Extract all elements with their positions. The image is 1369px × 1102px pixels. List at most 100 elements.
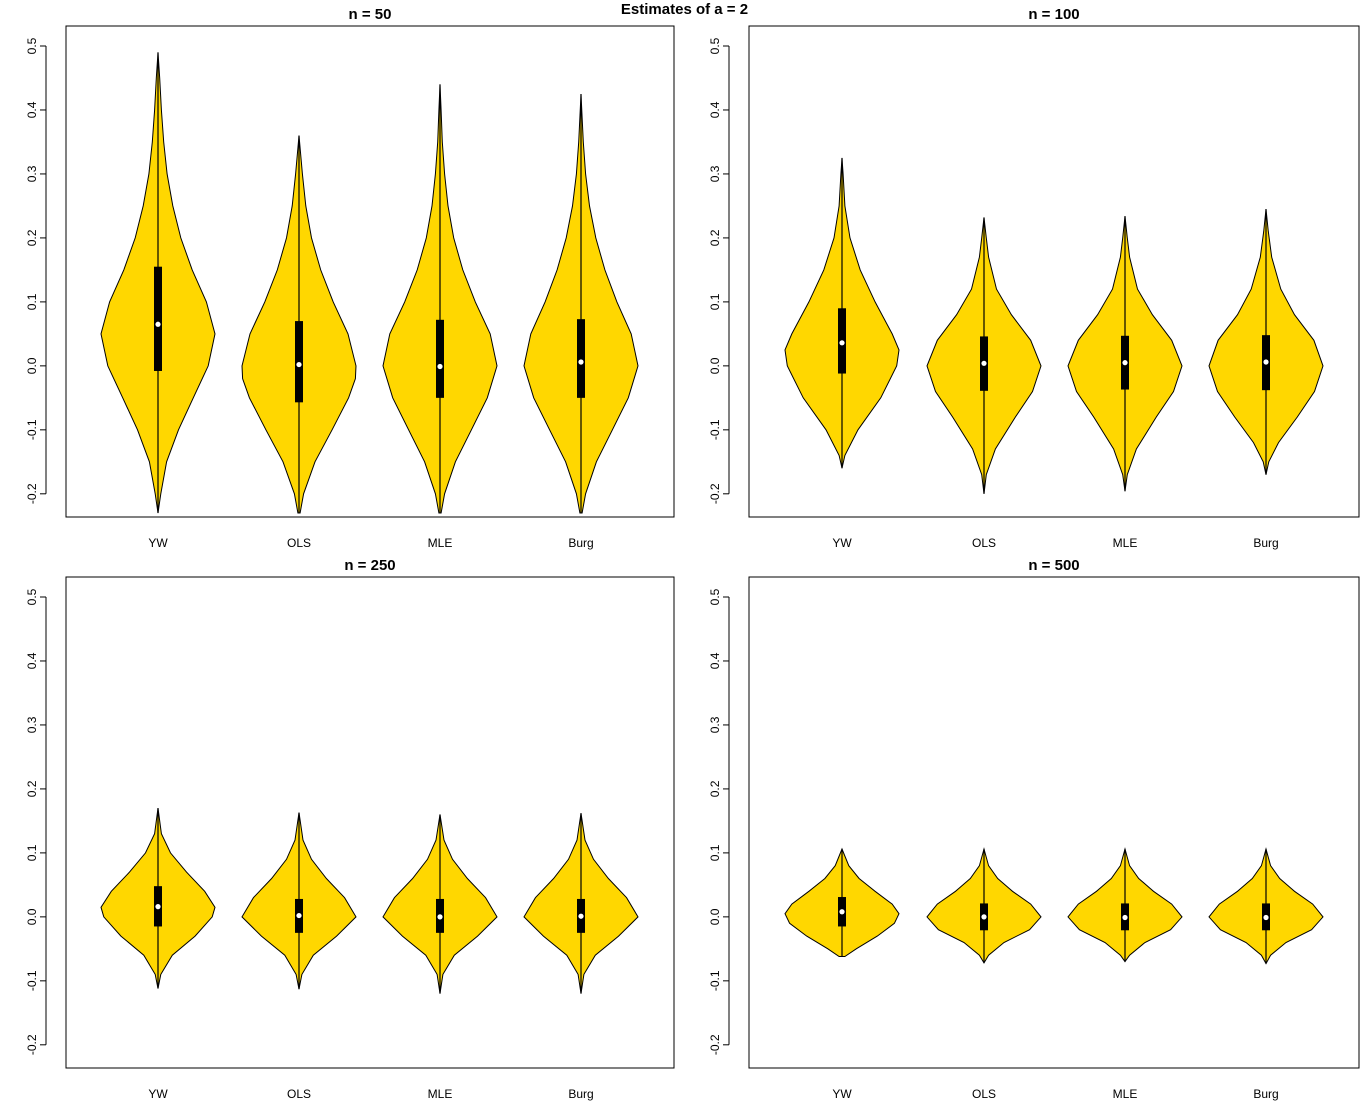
violin-median-point: [296, 912, 302, 919]
panel-1: n = 50 -0.2 -0.1 0.0 0.1 0.2 0.3 0.4 0.5 YW OLS MLE…: [25, 6, 675, 550]
violin-burg: [523, 813, 639, 994]
x-tick-label: YW: [148, 536, 168, 550]
violin-median-point: [981, 914, 987, 920]
panel-title: n = 100: [1028, 6, 1079, 23]
panel-title: n = 250: [344, 557, 395, 574]
y-tick-label: -0.2: [708, 1034, 722, 1055]
violin-ols: [926, 217, 1042, 494]
panel-4: n = 500 -0.2 -0.1 0.0 0.1 0.2 0.3 0.4 0.5 YW OLS ML…: [708, 557, 1360, 1101]
violin-mle: [382, 814, 498, 994]
y-tick-label: 0.2: [25, 229, 39, 246]
x-tick-label: MLE: [428, 536, 453, 550]
panel-2: n = 100 -0.2 -0.1 0.0 0.1 0.2 0.3 0.4 0.5 YW OLS ML…: [708, 6, 1360, 550]
y-tick-label: -0.2: [708, 483, 722, 504]
violin-median-point: [578, 359, 584, 365]
violin-median-point: [981, 360, 987, 366]
violin-median-point: [1263, 914, 1269, 921]
x-tick-label: OLS: [972, 536, 996, 550]
y-tick-label: 0.3: [708, 165, 722, 182]
violin-yw: [100, 808, 216, 989]
x-tick-label: Burg: [568, 536, 593, 550]
y-axis: -0.2 -0.1 0.0 0.1 0.2 0.3 0.4 0.5: [25, 37, 47, 504]
violin-median-point: [437, 363, 443, 370]
x-tick-label: OLS: [287, 536, 311, 550]
plot-frame: [65, 576, 675, 1069]
y-tick-label: -0.2: [25, 1034, 39, 1055]
violin-iqr-box: [154, 266, 162, 371]
violin-ols: [241, 135, 357, 514]
x-tick-label: YW: [832, 536, 852, 550]
y-tick-label: 0.2: [25, 780, 39, 797]
violin-burg: [523, 93, 639, 514]
violin-median-point: [839, 340, 845, 346]
violin-median-point: [1263, 359, 1269, 365]
y-axis: -0.2 -0.1 0.0 0.1 0.2 0.3 0.4 0.5: [708, 37, 730, 504]
y-tick-label: -0.1: [708, 970, 722, 991]
violin-yw: [100, 52, 216, 514]
x-tick-label: MLE: [1113, 1087, 1138, 1101]
violin-iqr-box: [577, 319, 585, 398]
x-tick-label: MLE: [428, 1087, 453, 1101]
y-tick-label: -0.1: [708, 419, 722, 440]
x-tick-label: YW: [832, 1087, 852, 1101]
y-axis: -0.2 -0.1 0.0 0.1 0.2 0.3 0.4 0.5: [25, 588, 47, 1055]
x-tick-label: OLS: [287, 1087, 311, 1101]
violin-median-point: [839, 909, 845, 915]
y-tick-label: -0.1: [25, 970, 39, 991]
y-tick-label: 0.5: [25, 37, 39, 54]
x-tick-label: OLS: [972, 1087, 996, 1101]
y-tick-label: 0.4: [25, 101, 39, 118]
violin-mle: [382, 84, 498, 514]
y-tick-label: 0.1: [708, 293, 722, 310]
violin-ols: [926, 847, 1042, 964]
violin-median-point: [155, 904, 161, 910]
y-tick-label: 0.2: [708, 229, 722, 246]
y-axis: -0.2 -0.1 0.0 0.1 0.2 0.3 0.4 0.5: [708, 588, 730, 1055]
y-tick-label: 0.0: [25, 908, 39, 925]
violin-burg: [1208, 209, 1324, 475]
violin-median-point: [155, 321, 161, 327]
violin-mle: [1067, 216, 1183, 492]
x-tick-label: Burg: [1253, 1087, 1278, 1101]
y-tick-label: 0.3: [708, 716, 722, 733]
violin-median-point: [296, 361, 302, 368]
y-tick-label: 0.0: [708, 908, 722, 925]
violin-median-point: [578, 913, 584, 919]
y-tick-label: -0.1: [25, 419, 39, 440]
violin-yw: [784, 157, 900, 469]
y-tick-label: 0.1: [25, 293, 39, 310]
figure-title: Estimates of a = 2: [620, 1, 749, 18]
plot-frame: [65, 25, 675, 518]
y-tick-label: 0.5: [25, 588, 39, 605]
violin-group: [100, 808, 639, 994]
y-tick-label: 0.0: [25, 357, 39, 374]
plot-frame: [748, 576, 1360, 1069]
y-tick-label: 0.5: [708, 588, 722, 605]
y-tick-label: 0.1: [25, 844, 39, 861]
violin-median-point: [437, 914, 443, 920]
violin-group: [784, 847, 1324, 965]
violin-median-point: [1122, 360, 1128, 366]
y-tick-label: 0.4: [25, 652, 39, 669]
plot-frame: [748, 25, 1360, 518]
x-tick-label: Burg: [568, 1087, 593, 1101]
x-tick-label: MLE: [1113, 536, 1138, 550]
y-tick-label: 0.0: [708, 357, 722, 374]
panel-title: n = 50: [349, 6, 392, 23]
violin-iqr-box: [436, 319, 444, 398]
y-tick-label: 0.3: [25, 165, 39, 182]
violin-group: [784, 157, 1324, 494]
y-tick-label: -0.2: [25, 483, 39, 504]
x-tick-label: YW: [148, 1087, 168, 1101]
violin-burg: [1208, 847, 1324, 965]
violin-iqr-box: [295, 321, 303, 403]
y-tick-label: 0.5: [708, 37, 722, 54]
y-tick-label: 0.2: [708, 780, 722, 797]
y-tick-label: 0.1: [708, 844, 722, 861]
violin-ols: [241, 812, 357, 990]
y-tick-label: 0.4: [708, 101, 722, 118]
panel-3: n = 250 -0.2 -0.1 0.0 0.1 0.2 0.3 0.4 0.5 YW OLS ML…: [25, 557, 675, 1101]
y-tick-label: 0.4: [708, 652, 722, 669]
panel-title: n = 500: [1028, 557, 1079, 574]
y-tick-label: 0.3: [25, 716, 39, 733]
